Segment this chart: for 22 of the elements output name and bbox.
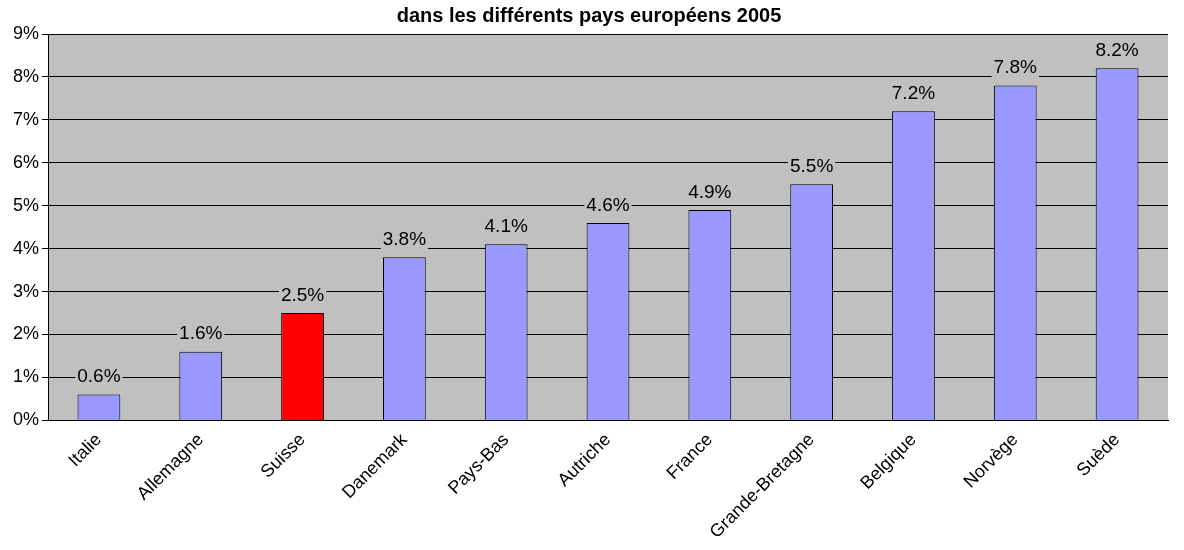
- y-tick-label: 8%: [13, 65, 40, 86]
- data-label: 4.6%: [586, 193, 630, 215]
- data-label: 0.6%: [77, 365, 121, 387]
- data-label: 7.8%: [993, 56, 1038, 78]
- y-tick-label: 7%: [13, 108, 40, 129]
- data-label: 4.9%: [688, 180, 732, 202]
- y-tick-label: 2%: [13, 323, 40, 344]
- y-tick-label: 0%: [13, 409, 40, 430]
- data-label: 4.1%: [484, 215, 528, 237]
- data-label: 1.6%: [179, 322, 223, 344]
- data-label: 5.5%: [789, 154, 834, 176]
- y-tick-label: 3%: [13, 280, 40, 301]
- data-label: 3.8%: [382, 227, 427, 249]
- data-label: 2.5%: [280, 283, 325, 305]
- y-tick-label: 6%: [13, 151, 40, 172]
- data-label: 8.2%: [1095, 39, 1139, 61]
- y-tick-label: 4%: [13, 237, 40, 258]
- y-tick-label: 9%: [13, 22, 40, 43]
- y-tick-label: 1%: [13, 366, 40, 387]
- y-tick-label: 5%: [13, 194, 40, 215]
- data-label: 7.2%: [891, 82, 936, 104]
- chart-title: dans les différents pays européens 2005: [396, 3, 782, 26]
